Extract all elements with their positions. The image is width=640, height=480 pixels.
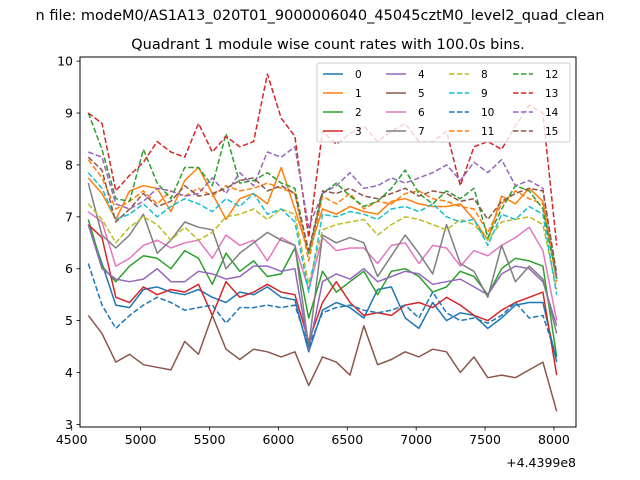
series-line-15: [87, 156, 558, 275]
y-tick-label: 10: [57, 54, 73, 69]
series-layer: [87, 73, 558, 412]
legend-label-4: 4: [418, 69, 425, 81]
y-tick-label: 4: [65, 365, 73, 380]
legend-label-0: 0: [355, 69, 362, 81]
legend-label-10: 10: [481, 107, 494, 119]
legend-label-11: 11: [481, 126, 494, 138]
x-tick-label: 7000: [400, 432, 432, 447]
series-line-7: [87, 182, 558, 348]
x-tick-label: 5500: [194, 432, 226, 447]
x-tick-label: 4500: [56, 432, 88, 447]
legend-label-5: 5: [418, 88, 425, 100]
x-axis: 4500 5000 5500 6000 6500 7000 7500 8000: [56, 427, 570, 447]
series-line-5: [87, 314, 558, 412]
legend-label-14: 14: [545, 107, 559, 119]
x-tick-label: 7500: [469, 432, 501, 447]
series-line-10: [87, 263, 558, 358]
legend-label-3: 3: [355, 126, 362, 138]
figure-suptitle: n file: modeM0/AS1A13_020T01_9000006040_…: [36, 8, 605, 24]
x-tick-label: 6000: [262, 432, 294, 447]
series-line-8: [87, 203, 558, 290]
legend-label-6: 6: [418, 107, 425, 119]
y-tick-label: 6: [65, 261, 73, 276]
legend-label-1: 1: [355, 88, 362, 100]
y-axis: 3 4 5 6 7 8 9 10: [57, 54, 80, 432]
legend-frame: [316, 62, 571, 143]
series-line-3: [87, 224, 558, 376]
axes-frame: [79, 56, 577, 428]
chart-title: Quadrant 1 module wise count rates with …: [131, 37, 525, 53]
legend-label-13: 13: [545, 88, 558, 100]
x-tick-label: 6500: [331, 432, 363, 447]
series-line-9: [87, 172, 558, 295]
x-axis-offset-label: +4.4399e8: [506, 455, 576, 470]
x-tick-label: 5000: [125, 432, 157, 447]
y-tick-label: 9: [65, 106, 73, 121]
y-tick-label: 8: [65, 157, 73, 172]
legend-label-9: 9: [481, 88, 488, 100]
y-tick-label: 7: [65, 209, 73, 224]
plot-area: 4500 5000 5500 6000 6500 7000 7500 8000 3 4 5 6 7 8 9…: [56, 54, 577, 470]
y-tick-label: 5: [65, 313, 73, 328]
legend-label-7: 7: [418, 126, 425, 138]
x-tick-label: 8000: [538, 432, 570, 447]
series-line-2: [87, 219, 558, 358]
series-line-1: [87, 166, 558, 280]
legend-label-8: 8: [481, 69, 488, 81]
legend-label-2: 2: [355, 107, 362, 119]
legend-label-12: 12: [545, 69, 558, 81]
y-tick-label: 3: [65, 417, 73, 432]
legend-label-15: 15: [545, 126, 558, 138]
series-line-4: [87, 224, 558, 350]
series-line-14: [88, 146, 558, 277]
